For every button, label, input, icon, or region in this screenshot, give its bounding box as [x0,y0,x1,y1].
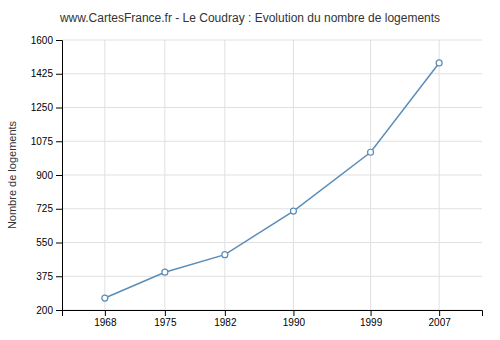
y-tick-mark [56,141,62,142]
y-tick-label: 900 [36,170,53,181]
grid-line-y [62,242,482,243]
x-tick-label: 1990 [283,317,306,328]
grid [62,40,482,310]
y-tick-label: 200 [36,305,53,316]
grid-line-y [62,175,482,176]
y-tick-label: 1600 [31,35,54,46]
y-axis-line [56,41,63,311]
x-tick: 1990 [283,310,306,328]
grid-line-y [62,73,482,74]
title: www.CartesFrance.fr - Le Coudray : Evolu… [59,11,440,25]
y-tick: 900 [36,170,62,181]
y-tick-label: 1425 [31,68,54,79]
point [162,269,168,275]
x-tick-mark [439,310,440,316]
x-tick: 1982 [214,310,237,328]
y-tick: 725 [36,203,62,214]
x-tick-label: 1968 [94,317,117,328]
y-tick-label: 1075 [31,136,54,147]
y-tick-label: 375 [36,271,53,282]
x-tick-label: 1975 [154,317,177,328]
y-tick-mark [56,243,62,244]
y-tick: 1250 [31,102,62,113]
y-tick-mark [56,209,62,210]
x-axis-line [63,311,483,317]
point [102,295,108,301]
grid-line-y [62,107,482,108]
grid-line-y [62,208,482,209]
y-tick: 200 [36,305,62,316]
y-tick: 1075 [31,136,62,147]
line [105,63,439,298]
grid-line-y [62,40,482,41]
point [436,60,442,66]
y-tick-mark [56,40,62,41]
plot: 1968 1975 1982 1990 1999 2007 200 375 550 725 900 1… [31,35,483,328]
x-tick-mark [293,310,294,316]
x-tick: 1975 [154,310,177,328]
y-tick-label: 1250 [31,102,54,113]
y-tick-mark [56,175,62,176]
y-tick: 375 [36,271,62,282]
x-tick-label: 2007 [429,317,452,328]
y-axis-title: Nombre de logements [6,120,18,229]
x-tick-mark [165,310,166,316]
x-tick: 2007 [429,310,452,328]
y-tick: 1600 [31,35,62,46]
y-tick-mark [56,74,62,75]
x-axis: 1968 1975 1982 1990 1999 2007 [63,310,483,328]
y-tick: 1425 [31,68,62,79]
grid-line-y [62,141,482,142]
grid-line-y [62,276,482,277]
y-tick-mark [56,276,62,277]
point [290,208,296,214]
series [102,60,442,301]
y-tick-mark [56,108,62,109]
y-axis: 200 375 550 725 900 1075 1250 1425 1600 [31,35,63,316]
x-tick: 1999 [360,310,383,328]
x-tick-mark [105,310,106,316]
x-tick-mark [225,310,226,316]
y-tick-label: 550 [36,237,53,248]
x-tick-label: 1982 [214,317,237,328]
x-tick: 1968 [94,310,117,328]
point [368,149,374,155]
chart: www.CartesFrance.fr - Le Coudray : Evolu… [0,0,500,340]
point [222,252,228,258]
y-tick: 550 [36,237,62,248]
x-tick-label: 1999 [360,317,383,328]
x-tick-mark [371,310,372,316]
y-tick-mark [56,310,62,311]
y-tick-label: 725 [36,203,53,214]
